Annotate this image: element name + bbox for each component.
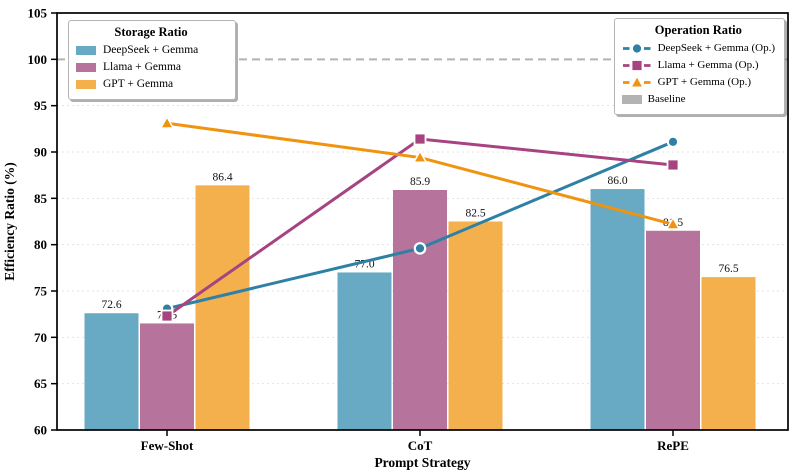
triangle-marker-icon	[665, 216, 681, 230]
triangle-marker-icon	[159, 115, 175, 129]
bar	[646, 230, 700, 430]
legend-item: Llama + Gemma	[76, 59, 226, 76]
bar-value-label: 72.6	[101, 299, 121, 311]
legend-item: Llama + Gemma (Op.)	[622, 57, 775, 74]
y-axis-title: Efficiency Ratio (%)	[2, 162, 17, 280]
y-tick-label: 65	[34, 376, 48, 391]
y-tick-label: 105	[28, 6, 48, 21]
bar-value-label: 82.5	[465, 208, 485, 220]
operation-legend-title: Operation Ratio	[654, 23, 742, 37]
line-symbol-svg	[622, 59, 651, 72]
circle-marker-icon	[413, 242, 427, 255]
legend-label: Llama + Gemma (Op.)	[657, 59, 759, 71]
line-symbol-svg	[622, 74, 651, 88]
bar-value-label: 85.9	[410, 176, 430, 188]
baseline-swatch	[621, 95, 642, 104]
line-marker-symbol	[622, 42, 652, 55]
square-marker-icon	[666, 158, 680, 172]
bar-value-label: 76.5	[718, 263, 738, 275]
line-symbol-svg	[622, 42, 651, 55]
x-tick-label: Few-Shot	[141, 438, 194, 453]
color-swatch	[76, 80, 96, 89]
operation-legend: Operation Ratio DeepSeek + Gemma (Op.) L…	[613, 18, 785, 115]
legend-label: DeepSeek + Gemma	[103, 44, 199, 56]
legend-item: DeepSeek + Gemma	[76, 42, 226, 59]
y-tick-label: 85	[34, 191, 48, 206]
circle-marker-icon	[630, 42, 643, 55]
triangle-marker-icon	[412, 149, 428, 164]
line-marker-symbol	[622, 59, 652, 72]
triangle-marker-icon	[629, 74, 645, 88]
x-tick-label: CoT	[408, 438, 433, 453]
line-marker-symbol	[622, 74, 652, 89]
bar	[701, 277, 756, 430]
bar-value-label: 86.4	[212, 171, 232, 183]
x-tick-label: RePE	[657, 438, 689, 453]
legend-item: GPT + Gemma	[76, 76, 226, 93]
bar	[448, 221, 503, 430]
bar	[393, 189, 447, 430]
y-tick-label: 80	[34, 237, 47, 252]
bar	[140, 323, 194, 430]
square-marker-icon	[630, 59, 644, 72]
legend-label: Baseline	[647, 93, 686, 105]
color-swatch	[76, 63, 96, 72]
storage-legend-title: Storage Ratio	[114, 25, 188, 39]
legend-label: DeepSeek + Gemma (Op.)	[657, 42, 775, 54]
y-tick-label: 70	[34, 330, 47, 345]
storage-legend: Storage Ratio DeepSeek + Gemma Llama + G…	[68, 20, 236, 100]
bar-value-label: 86.0	[607, 175, 627, 187]
legend-item: Baseline	[621, 91, 775, 108]
square-marker-icon	[160, 309, 174, 323]
legend-label: GPT + Gemma (Op.)	[657, 76, 751, 88]
y-tick-label: 90	[34, 145, 47, 160]
legend-label: Llama + Gemma	[103, 61, 182, 73]
square-marker-icon	[413, 132, 427, 146]
y-tick-label: 60	[34, 423, 47, 438]
color-swatch	[76, 46, 96, 55]
y-tick-label: 100	[28, 52, 48, 67]
bar	[84, 313, 139, 430]
y-tick-label: 75	[34, 284, 48, 299]
bar	[337, 272, 392, 430]
legend-item: DeepSeek + Gemma (Op.)	[622, 40, 775, 57]
bar	[195, 185, 250, 430]
bar	[590, 189, 645, 430]
circle-marker-icon	[666, 135, 680, 149]
legend-item: GPT + Gemma (Op.)	[622, 74, 775, 91]
y-tick-label: 95	[34, 98, 48, 113]
plot-border	[56, 12, 789, 431]
x-axis-title: Prompt Strategy	[374, 455, 470, 470]
legend-label: GPT + Gemma	[103, 78, 174, 90]
